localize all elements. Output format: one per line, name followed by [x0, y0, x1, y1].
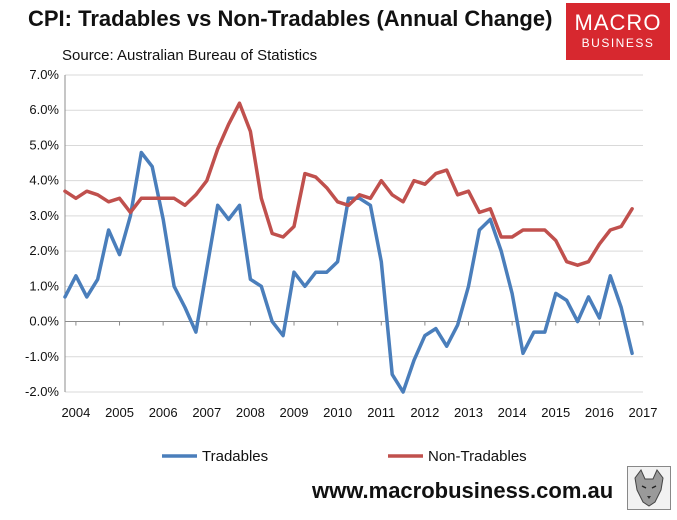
x-tick-label: 2017: [629, 405, 658, 420]
logo-line-macro: MACRO: [574, 10, 662, 35]
y-tick-label: 1.0%: [29, 278, 59, 293]
logo-line-business: BUSINESS: [581, 36, 655, 50]
x-tick-label: 2016: [585, 405, 614, 420]
y-tick-label: -1.0%: [25, 349, 59, 364]
y-tick-label: 4.0%: [29, 173, 59, 188]
series-line-tradables: [63, 150, 634, 394]
y-tick-label: 7.0%: [29, 67, 59, 82]
y-tick-label: 5.0%: [29, 137, 59, 152]
series-line-non-tradables: [63, 101, 634, 267]
x-tick-label: 2010: [323, 405, 352, 420]
x-tick-label: 2011: [367, 405, 395, 420]
legend-label-tradables: Tradables: [202, 448, 268, 465]
y-tick-label: 6.0%: [29, 102, 59, 117]
y-tick-label: 0.0%: [29, 314, 59, 329]
x-tick-label: 2005: [105, 405, 134, 420]
macrobusiness-logo: MACRO BUSINESS: [566, 3, 670, 60]
x-tick-label: 2012: [410, 405, 439, 420]
y-tick-label: -2.0%: [25, 384, 59, 399]
x-tick-label: 2004: [61, 405, 90, 420]
y-tick-label: 2.0%: [29, 243, 59, 258]
wolf-mascot-icon: [627, 466, 671, 510]
x-tick-label: 2013: [454, 405, 483, 420]
x-tick-label: 2007: [192, 405, 221, 420]
x-tick-label: 2014: [498, 405, 527, 420]
x-tick-label: 2015: [541, 405, 570, 420]
y-tick-label: 3.0%: [29, 208, 59, 223]
website-url: www.macrobusiness.com.au: [312, 478, 614, 503]
x-tick-label: 2008: [236, 405, 265, 420]
x-tick-label: 2009: [280, 405, 309, 420]
source-caption: Source: Australian Bureau of Statistics: [62, 47, 318, 64]
chart-title: CPI: Tradables vs Non-Tradables (Annual …: [28, 6, 553, 31]
legend-label-non-tradables: Non-Tradables: [428, 448, 527, 465]
x-tick-label: 2006: [149, 405, 178, 420]
